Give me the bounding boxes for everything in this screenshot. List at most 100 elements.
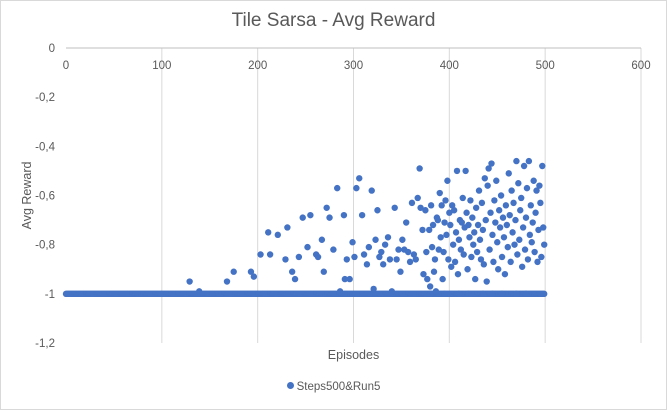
data-point bbox=[533, 187, 540, 194]
data-point bbox=[513, 157, 520, 165]
data-point bbox=[386, 256, 394, 263]
data-point bbox=[463, 209, 470, 216]
data-point bbox=[440, 248, 447, 256]
data-point bbox=[457, 246, 465, 253]
data-point bbox=[454, 270, 462, 278]
data-point bbox=[478, 199, 486, 207]
data-point bbox=[447, 221, 454, 229]
data-point bbox=[492, 219, 499, 226]
data-point bbox=[436, 189, 443, 197]
data-point bbox=[455, 236, 463, 243]
data-point bbox=[422, 207, 429, 214]
data-point bbox=[495, 207, 503, 214]
data-point bbox=[519, 224, 527, 231]
data-point bbox=[495, 266, 502, 273]
data-point bbox=[295, 253, 303, 261]
data-point bbox=[330, 246, 337, 253]
data-point bbox=[449, 202, 456, 209]
data-points bbox=[62, 157, 548, 298]
data-point bbox=[230, 268, 237, 275]
data-point bbox=[498, 290, 506, 298]
data-point bbox=[510, 199, 517, 207]
data-point bbox=[491, 197, 498, 204]
data-point bbox=[368, 187, 375, 194]
data-point bbox=[443, 231, 450, 239]
data-point bbox=[530, 177, 537, 184]
data-point bbox=[299, 214, 306, 221]
data-point bbox=[444, 177, 451, 184]
data-point bbox=[432, 288, 440, 295]
data-point bbox=[266, 251, 274, 258]
data-point bbox=[472, 275, 479, 283]
y-tick-label: -1,2 bbox=[35, 338, 55, 350]
data-point bbox=[496, 224, 504, 231]
data-point bbox=[406, 258, 414, 266]
data-point bbox=[469, 214, 476, 221]
data-point bbox=[451, 258, 459, 266]
data-point bbox=[505, 170, 512, 177]
data-point bbox=[528, 239, 535, 246]
data-point bbox=[351, 253, 358, 261]
data-point bbox=[358, 211, 366, 219]
data-point bbox=[439, 275, 446, 283]
data-point bbox=[257, 251, 264, 258]
data-point bbox=[284, 224, 291, 231]
gridlines bbox=[161, 48, 642, 343]
data-point bbox=[435, 246, 442, 253]
data-point bbox=[274, 231, 281, 239]
data-point bbox=[340, 211, 348, 219]
data-point bbox=[365, 243, 373, 251]
data-point bbox=[465, 290, 472, 298]
data-point bbox=[485, 165, 492, 172]
data-point bbox=[482, 216, 489, 224]
legend-label: Steps500&Run5 bbox=[296, 381, 381, 393]
data-point bbox=[526, 231, 534, 239]
data-point bbox=[475, 187, 483, 194]
x-axis-title: Episodes bbox=[328, 348, 379, 362]
data-point bbox=[541, 241, 548, 248]
y-tick-label: 0 bbox=[49, 43, 55, 55]
data-point bbox=[250, 273, 258, 280]
data-point bbox=[428, 243, 436, 251]
data-point bbox=[500, 234, 508, 241]
data-point bbox=[320, 268, 327, 275]
data-point bbox=[537, 199, 544, 207]
data-point bbox=[511, 241, 518, 248]
data-point bbox=[427, 202, 435, 209]
x-tick-label: 300 bbox=[344, 60, 363, 72]
data-point bbox=[483, 278, 490, 285]
data-point bbox=[476, 236, 484, 243]
data-point bbox=[438, 202, 445, 209]
data-point bbox=[517, 207, 524, 214]
data-point bbox=[497, 192, 505, 199]
data-point bbox=[434, 216, 442, 224]
data-point bbox=[223, 278, 231, 285]
data-point bbox=[539, 162, 546, 170]
data-point bbox=[506, 211, 513, 219]
data-point bbox=[395, 246, 402, 253]
data-point bbox=[465, 221, 472, 229]
data-point bbox=[513, 290, 520, 298]
data-point bbox=[460, 251, 467, 258]
data-point bbox=[410, 251, 418, 258]
data-point bbox=[431, 256, 439, 263]
data-point bbox=[462, 167, 469, 175]
data-point bbox=[538, 253, 545, 261]
x-tick-label: 400 bbox=[440, 60, 459, 72]
data-point bbox=[515, 180, 522, 187]
x-tick-label: 500 bbox=[536, 60, 555, 72]
data-point bbox=[326, 214, 333, 221]
data-point bbox=[480, 261, 488, 268]
data-point bbox=[334, 184, 341, 192]
data-point bbox=[477, 256, 485, 263]
data-point bbox=[393, 256, 400, 263]
data-point bbox=[455, 290, 463, 298]
y-axis-ticks: 0 -0,2 -0,4 -0,6 -0,8 -1 -1,2 bbox=[35, 43, 55, 350]
data-point bbox=[282, 256, 289, 263]
data-point bbox=[522, 214, 530, 221]
data-point bbox=[536, 182, 543, 189]
data-point bbox=[403, 219, 410, 226]
x-tick-label: 0 bbox=[63, 60, 69, 72]
data-point bbox=[196, 288, 203, 295]
data-point bbox=[509, 229, 516, 236]
